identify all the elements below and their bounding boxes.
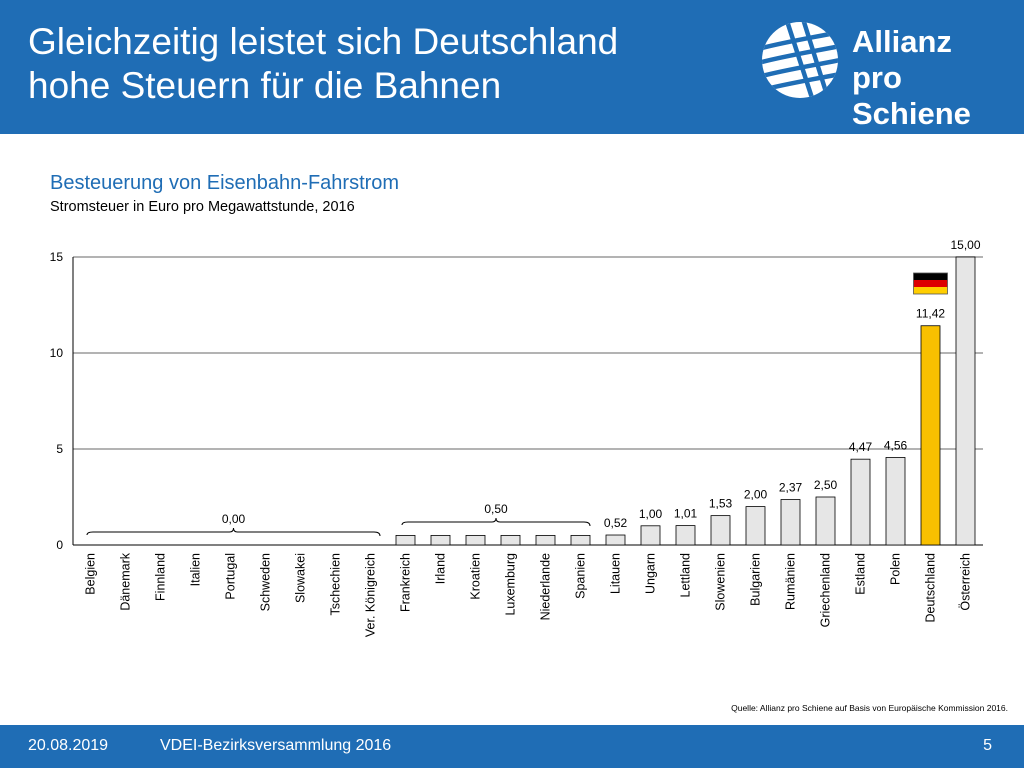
x-tick-label: Luxemburg: [504, 553, 518, 616]
bar: [955, 256, 976, 546]
bar: [430, 534, 451, 546]
bar: [500, 534, 521, 546]
x-tick-label: Litauen: [609, 553, 623, 594]
germany-flag-icon: [913, 272, 948, 295]
x-tick-label: Kroatien: [469, 553, 483, 600]
allianz-pro-schiene-logo: Allianz pro Schiene: [760, 18, 1010, 131]
data-label: 2,37: [779, 480, 803, 494]
data-label: 0,52: [604, 516, 628, 530]
data-label: 4,56: [884, 438, 908, 452]
bar: [885, 457, 906, 546]
data-label: 1,00: [639, 507, 663, 521]
x-tick-label: Niederlande: [539, 553, 553, 620]
x-tick-label: Schweden: [259, 553, 273, 611]
logo-line-1: Allianz: [852, 24, 952, 59]
chart-title: Besteuerung von Eisenbahn-Fahrstrom: [50, 172, 400, 194]
data-label: 15,00: [950, 238, 980, 252]
data-label: 1,53: [709, 497, 733, 511]
x-tick-label: Bulgarien: [749, 553, 763, 606]
data-label: 2,00: [744, 488, 768, 502]
rail-logo-icon: [762, 22, 838, 98]
x-tick-label: Italien: [189, 553, 203, 586]
x-tick-label: Estland: [854, 553, 868, 595]
data-label: 4,47: [849, 440, 873, 454]
bar-chart: 0 5 10 15 0,52 1,00 1,01 1,53 2,00 2,37 2,50 4,47 4,…: [50, 238, 983, 637]
x-tick-label: Deutschland: [924, 553, 938, 623]
y-tick-label: 15: [50, 250, 64, 264]
bar: [535, 534, 556, 546]
y-tick-label: 5: [56, 442, 63, 456]
footer-date: 20.08.2019: [28, 737, 109, 754]
bar: [570, 534, 591, 546]
slide-title: Gleichzeitig leistet sich Deutschland ho…: [28, 20, 728, 108]
slide-title-line-2: hohe Steuern für die Bahnen: [28, 65, 502, 106]
group-brace: [86, 527, 381, 537]
footer-bar: 20.08.2019 VDEI-Bezirksversammlung 2016 …: [0, 725, 1024, 768]
y-tick-label: 10: [50, 346, 64, 360]
bar: [605, 534, 626, 546]
x-tick-label: Portugal: [224, 553, 238, 600]
bar: [815, 496, 836, 546]
x-tick-label: Ver. Königreich: [364, 553, 378, 637]
x-tick-label: Rumänien: [784, 553, 798, 610]
x-tick-label: Polen: [889, 553, 903, 585]
data-label: 2,50: [814, 478, 838, 492]
chart-subtitle: Stromsteuer in Euro pro Megawattstunde, …: [50, 199, 355, 215]
x-tick-label: Slowenien: [714, 553, 728, 611]
x-tick-label: Slowakei: [294, 553, 308, 603]
x-tick-label: Tschechien: [329, 553, 343, 616]
footer-event: VDEI-Bezirksversammlung 2016: [160, 737, 392, 754]
bar: [465, 534, 486, 546]
x-tick-label: Frankreich: [399, 553, 413, 612]
group-label: 0,50: [484, 502, 508, 516]
group-label: 0,00: [222, 512, 246, 526]
header-bar: Gleichzeitig leistet sich Deutschland ho…: [0, 0, 1024, 134]
page-number: 5: [983, 737, 992, 754]
y-tick-label: 0: [56, 538, 63, 552]
group-brace: [401, 517, 591, 527]
x-tick-label: Griechenland: [819, 553, 833, 627]
bar: [675, 525, 696, 546]
bar: [780, 499, 801, 546]
bar-highlight: [920, 325, 941, 546]
x-tick-label: Belgien: [84, 553, 98, 595]
x-tick-label: Dänemark: [119, 552, 133, 610]
logo-text: Allianz pro Schiene: [852, 24, 1010, 132]
x-tick-label: Spanien: [574, 553, 588, 599]
data-label: 1,01: [674, 507, 698, 521]
bar: [745, 506, 766, 546]
slide-title-line-1: Gleichzeitig leistet sich Deutschland: [28, 21, 619, 62]
x-tick-label: Irland: [434, 553, 448, 584]
bar: [395, 534, 416, 546]
x-tick-label: Lettland: [679, 553, 693, 598]
bar: [640, 525, 661, 546]
x-tick-label: Österreich: [959, 553, 973, 611]
logo-line-2: pro Schiene: [852, 60, 971, 131]
data-label: 11,42: [916, 307, 945, 321]
bar: [710, 515, 731, 546]
x-tick-label: Ungarn: [644, 553, 658, 594]
source-note: Quelle: Allianz pro Schiene auf Basis vo…: [731, 703, 1008, 713]
bar: [850, 458, 871, 546]
x-tick-label: Finnland: [154, 553, 168, 601]
